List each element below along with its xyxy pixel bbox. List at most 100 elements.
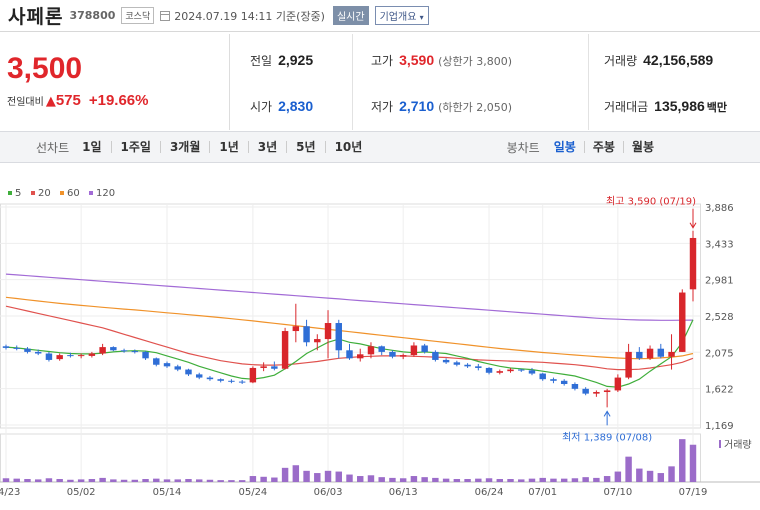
volume-bar [453,479,461,482]
candle-body [77,355,85,357]
candle-body [507,369,514,372]
stat-low: 저가 2,710 (하한가 2,050) [371,98,512,115]
candle-body [324,323,332,340]
volume-bar [346,474,353,482]
candle-body [195,374,203,378]
volume-bar [689,444,697,482]
period-1d[interactable]: 1일 [82,140,102,154]
legend-label-60: 60 [67,188,80,199]
volume-bar [131,479,139,482]
candle-body [625,351,632,378]
change-label: 전일대비 [7,97,44,108]
candle-body [110,347,117,351]
candle-body [357,354,364,359]
period-1y[interactable]: 1년 [209,141,247,153]
volume-bar [163,479,171,482]
candle-body [689,237,697,290]
candle-body [539,373,546,380]
divider [588,34,589,130]
y-tick-label: 2,528 [705,312,734,323]
line-chart-label: 선차트 [36,140,70,155]
y-tick-label: 2,981 [705,276,734,287]
candle-body [153,358,160,365]
candle-body [24,348,31,352]
period-3y[interactable]: 3년 [247,141,286,153]
candle-body [13,347,20,349]
candle-body [367,346,375,355]
candle-body [314,339,321,343]
stat-label: 거래대금 [604,100,649,114]
volume-bar [657,473,665,482]
legend-swatch-20 [31,191,35,195]
company-overview-button[interactable]: 기업개요 ▾ [374,6,429,25]
legend-swatch-60 [60,191,64,195]
candle-body [528,370,536,374]
volume-bar [582,477,589,482]
legend-label-120: 120 [96,188,115,199]
volume-bar [485,478,493,482]
volume-bar [410,476,418,482]
volume-bar [442,478,450,482]
current-price: 3,500 [7,52,83,85]
candle-body [67,355,74,357]
period-5y[interactable]: 5년 [286,141,324,153]
volume-legend-swatch [719,440,721,448]
volume-bar [185,479,192,482]
candle-weekly[interactable]: 주봉 [583,141,623,153]
period-10y[interactable]: 10년 [324,141,372,153]
company-overview-label: 기업개요 [379,12,417,23]
candle-body [389,351,396,357]
candle-body [228,380,235,382]
stat-volume: 거래량 42,156,589 [604,52,713,69]
change-value: 575 [55,92,81,109]
legend-swatch-120 [89,191,93,195]
candle-body [185,369,192,375]
stat-value: 135,986 [654,98,705,114]
volume-bar [303,470,310,482]
volume-bar [518,479,525,482]
period-3m[interactable]: 3개월 [159,141,209,153]
x-tick-label: 06/24 [475,487,504,498]
volume-bar [636,468,643,482]
volume-bar [560,478,568,482]
candle-chart-label: 봉차트 [506,140,540,155]
volume-bar [2,478,10,482]
candle-body [271,366,278,369]
candle-body [292,326,300,332]
volume-bar [281,467,289,482]
stat-open: 시가 2,830 [250,98,313,115]
stat-sub: (하한가 2,050) [438,101,513,114]
volume-bar [271,477,278,482]
stat-value: 3,590 [399,52,435,68]
price-summary: 3,500 전일대비 ▲ 575 +19.66% 전일 2,925 고가 3,5… [0,34,760,130]
annotation-low-arrowhead [603,410,611,417]
candle-body [2,346,10,348]
legend-label-20: 20 [38,188,51,199]
volume-bar [550,478,557,482]
y-tick-label: 3,433 [705,239,734,250]
candle-monthly[interactable]: 월봉 [622,141,662,153]
volume-bar [679,439,686,482]
volume-bar [174,479,181,482]
stat-sub: (상한가 3,800) [438,55,513,68]
period-bar: 선차트 1일 1주일 3개월 1년 3년 5년 10년 봉차트 일봉 주봉 월봉 [0,131,760,163]
y-tick-label: 1,622 [705,385,734,396]
x-tick-label: 05/24 [238,487,267,498]
volume-bar [378,477,385,482]
volume-label: 거래량 [724,439,752,451]
period-1w[interactable]: 1주일 [110,141,160,153]
candle-body [593,392,600,394]
volume-bar [24,479,31,482]
candle-body [464,364,471,367]
volume-bar [34,479,42,482]
volume-bar [99,477,106,482]
x-tick-label: 07/10 [603,487,632,498]
volume-bar [367,475,375,482]
annotation-high-arrowhead [689,222,697,229]
realtime-button[interactable]: 실시간 [332,6,369,25]
candle-daily[interactable]: 일봉 [553,140,576,154]
change-percent: +19.66% [88,92,149,109]
volume-bar [539,477,546,482]
stat-prev-close: 전일 2,925 [250,52,313,69]
candle-body [399,355,407,357]
